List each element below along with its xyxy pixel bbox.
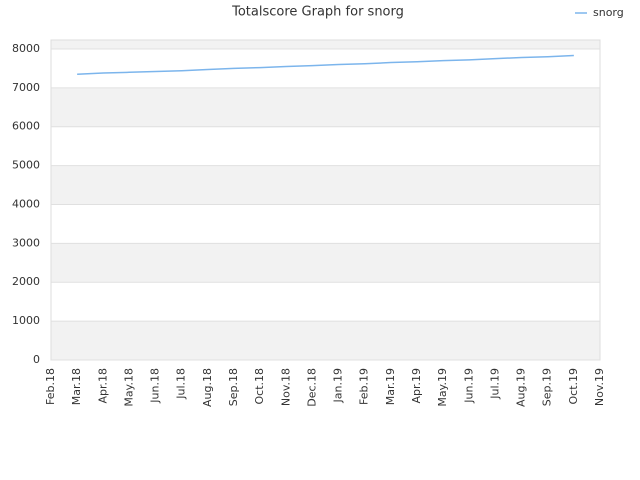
- plot-band: [51, 321, 600, 360]
- plot-band: [51, 40, 600, 49]
- y-tick-label: 4000: [12, 197, 40, 210]
- x-tick-label: Jun.19: [462, 368, 475, 404]
- x-tick-label: Jan.19: [332, 368, 345, 403]
- x-tick-label: Feb.19: [358, 368, 371, 405]
- x-tick-label: Aug.19: [515, 368, 528, 407]
- y-tick-label: 0: [33, 353, 40, 366]
- x-tick-label: Jun.18: [149, 368, 162, 404]
- x-tick-label: Apr.18: [96, 368, 109, 404]
- y-tick-label: 3000: [12, 236, 40, 249]
- y-tick-label: 5000: [12, 159, 40, 172]
- x-tick-label: Nov.19: [593, 368, 606, 406]
- y-tick-label: 2000: [12, 275, 40, 288]
- x-tick-label: Apr.19: [410, 368, 423, 404]
- chart-title: Totalscore Graph for snorg: [231, 5, 404, 20]
- x-tick-label: May.19: [436, 368, 449, 407]
- y-tick-label: 8000: [12, 42, 40, 55]
- x-tick-label: Mar.18: [70, 368, 83, 405]
- y-tick-label: 1000: [12, 314, 40, 327]
- x-tick-label: Feb.18: [44, 368, 57, 405]
- x-tick-label: Dec.18: [305, 368, 318, 407]
- plot-band: [51, 165, 600, 205]
- x-tick-label: Nov.18: [279, 368, 292, 406]
- plot-band: [51, 243, 600, 283]
- x-tick-label: Sep.18: [227, 368, 240, 406]
- x-tick-label: May.18: [122, 368, 135, 407]
- x-tick-label: Oct.18: [253, 368, 266, 405]
- y-tick-label: 7000: [12, 81, 40, 94]
- x-tick-label: Jul.18: [175, 368, 188, 400]
- x-tick-label: Oct.19: [567, 368, 580, 405]
- x-tick-label: Jul.19: [488, 368, 501, 400]
- x-tick-label: Mar.19: [384, 368, 397, 405]
- legend-label: snorg: [593, 6, 624, 19]
- x-tick-label: Sep.19: [541, 368, 554, 406]
- plot-band: [51, 87, 600, 127]
- x-tick-label: Aug.18: [201, 368, 214, 407]
- y-tick-label: 6000: [12, 120, 40, 133]
- series-line: [77, 54, 574, 75]
